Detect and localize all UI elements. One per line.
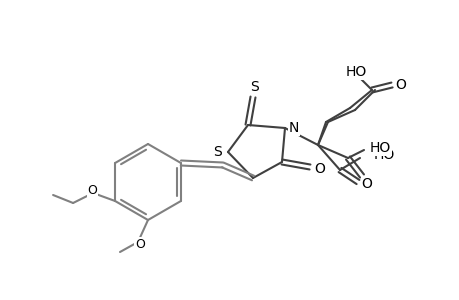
Text: O: O <box>87 184 97 197</box>
Text: HO: HO <box>369 141 391 155</box>
Text: HO: HO <box>373 148 394 162</box>
Text: O: O <box>135 238 145 250</box>
Text: S: S <box>250 80 259 94</box>
Text: N: N <box>288 121 298 135</box>
Text: O: O <box>395 78 406 92</box>
Text: HO: HO <box>345 65 366 79</box>
Text: O: O <box>361 177 372 191</box>
Text: O: O <box>361 180 372 194</box>
Text: S: S <box>213 145 222 159</box>
Text: O: O <box>314 162 325 176</box>
